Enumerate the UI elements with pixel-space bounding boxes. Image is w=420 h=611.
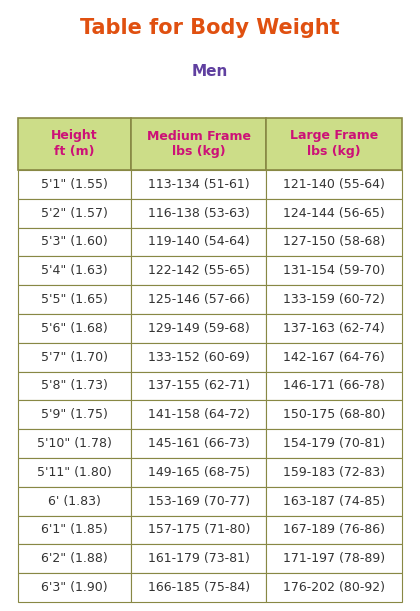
Text: 167-189 (76-86): 167-189 (76-86) bbox=[283, 524, 385, 536]
Text: 127-150 (58-68): 127-150 (58-68) bbox=[283, 235, 385, 249]
Text: 121-140 (55-64): 121-140 (55-64) bbox=[283, 178, 385, 191]
Bar bbox=[266, 199, 402, 228]
Text: 166-185 (75-84): 166-185 (75-84) bbox=[148, 581, 250, 594]
Bar bbox=[266, 257, 402, 285]
Text: Height
ft (m): Height ft (m) bbox=[51, 130, 98, 158]
Bar bbox=[18, 544, 131, 573]
Bar bbox=[18, 257, 131, 285]
Bar bbox=[131, 371, 266, 400]
Text: 137-155 (62-71): 137-155 (62-71) bbox=[148, 379, 250, 392]
Bar bbox=[131, 400, 266, 429]
Text: Medium Frame
lbs (kg): Medium Frame lbs (kg) bbox=[147, 130, 251, 158]
Bar bbox=[131, 257, 266, 285]
Text: 161-179 (73-81): 161-179 (73-81) bbox=[148, 552, 250, 565]
Text: 5'1" (1.55): 5'1" (1.55) bbox=[41, 178, 108, 191]
Text: 157-175 (71-80): 157-175 (71-80) bbox=[148, 524, 250, 536]
Bar bbox=[266, 371, 402, 400]
Bar bbox=[131, 343, 266, 371]
Text: 149-165 (68-75): 149-165 (68-75) bbox=[148, 466, 250, 479]
Text: 171-197 (78-89): 171-197 (78-89) bbox=[283, 552, 385, 565]
Bar bbox=[131, 573, 266, 602]
Bar bbox=[131, 170, 266, 199]
Bar bbox=[266, 228, 402, 257]
Bar bbox=[18, 285, 131, 314]
Bar bbox=[131, 199, 266, 228]
Bar bbox=[131, 118, 266, 170]
Bar bbox=[18, 458, 131, 487]
Text: 116-138 (53-63): 116-138 (53-63) bbox=[148, 207, 250, 220]
Bar bbox=[266, 314, 402, 343]
Bar bbox=[131, 314, 266, 343]
Text: 6'2" (1.88): 6'2" (1.88) bbox=[41, 552, 108, 565]
Bar bbox=[18, 487, 131, 516]
Bar bbox=[131, 228, 266, 257]
Text: 6'1" (1.85): 6'1" (1.85) bbox=[41, 524, 108, 536]
Text: 145-161 (66-73): 145-161 (66-73) bbox=[148, 437, 250, 450]
Text: 129-149 (59-68): 129-149 (59-68) bbox=[148, 322, 250, 335]
Text: 137-163 (62-74): 137-163 (62-74) bbox=[284, 322, 385, 335]
Text: 153-169 (70-77): 153-169 (70-77) bbox=[148, 495, 250, 508]
Text: 5'2" (1.57): 5'2" (1.57) bbox=[41, 207, 108, 220]
Text: 5'8" (1.73): 5'8" (1.73) bbox=[41, 379, 108, 392]
Bar bbox=[266, 516, 402, 544]
Text: 154-179 (70-81): 154-179 (70-81) bbox=[283, 437, 385, 450]
Text: 5'4" (1.63): 5'4" (1.63) bbox=[41, 265, 108, 277]
Bar bbox=[18, 118, 131, 170]
Text: 131-154 (59-70): 131-154 (59-70) bbox=[283, 265, 385, 277]
Bar bbox=[266, 487, 402, 516]
Bar bbox=[18, 371, 131, 400]
Text: 125-146 (57-66): 125-146 (57-66) bbox=[148, 293, 250, 306]
Text: 176-202 (80-92): 176-202 (80-92) bbox=[283, 581, 385, 594]
Text: 133-159 (60-72): 133-159 (60-72) bbox=[283, 293, 385, 306]
Text: 146-171 (66-78): 146-171 (66-78) bbox=[283, 379, 385, 392]
Text: 5'7" (1.70): 5'7" (1.70) bbox=[41, 351, 108, 364]
Bar bbox=[266, 170, 402, 199]
Text: 142-167 (64-76): 142-167 (64-76) bbox=[284, 351, 385, 364]
Bar bbox=[266, 544, 402, 573]
Bar bbox=[18, 343, 131, 371]
Bar bbox=[18, 314, 131, 343]
Bar bbox=[266, 285, 402, 314]
Bar bbox=[18, 400, 131, 429]
Text: 159-183 (72-83): 159-183 (72-83) bbox=[283, 466, 385, 479]
Bar bbox=[131, 285, 266, 314]
Text: 5'11" (1.80): 5'11" (1.80) bbox=[37, 466, 112, 479]
Bar bbox=[131, 487, 266, 516]
Text: 141-158 (64-72): 141-158 (64-72) bbox=[148, 408, 250, 422]
Bar bbox=[18, 429, 131, 458]
Bar bbox=[18, 573, 131, 602]
Bar bbox=[131, 516, 266, 544]
Text: 163-187 (74-85): 163-187 (74-85) bbox=[283, 495, 385, 508]
Text: 150-175 (68-80): 150-175 (68-80) bbox=[283, 408, 386, 422]
Text: 124-144 (56-65): 124-144 (56-65) bbox=[284, 207, 385, 220]
Text: Table for Body Weight: Table for Body Weight bbox=[80, 18, 340, 38]
Text: 5'3" (1.60): 5'3" (1.60) bbox=[41, 235, 108, 249]
Bar bbox=[18, 170, 131, 199]
Text: Men: Men bbox=[192, 65, 228, 79]
Bar bbox=[266, 429, 402, 458]
Bar bbox=[266, 573, 402, 602]
Text: 6'3" (1.90): 6'3" (1.90) bbox=[41, 581, 108, 594]
Text: 5'5" (1.65): 5'5" (1.65) bbox=[41, 293, 108, 306]
Text: 5'6" (1.68): 5'6" (1.68) bbox=[41, 322, 108, 335]
Bar bbox=[266, 400, 402, 429]
Bar bbox=[18, 199, 131, 228]
Bar bbox=[266, 343, 402, 371]
Text: Large Frame
lbs (kg): Large Frame lbs (kg) bbox=[290, 130, 378, 158]
Bar bbox=[131, 458, 266, 487]
Text: 5'10" (1.78): 5'10" (1.78) bbox=[37, 437, 112, 450]
Bar bbox=[18, 228, 131, 257]
Bar bbox=[266, 118, 402, 170]
Bar bbox=[131, 429, 266, 458]
Bar bbox=[131, 544, 266, 573]
Bar bbox=[266, 458, 402, 487]
Bar bbox=[18, 516, 131, 544]
Text: 5'9" (1.75): 5'9" (1.75) bbox=[41, 408, 108, 422]
Text: 6' (1.83): 6' (1.83) bbox=[48, 495, 101, 508]
Text: 119-140 (54-64): 119-140 (54-64) bbox=[148, 235, 250, 249]
Text: 133-152 (60-69): 133-152 (60-69) bbox=[148, 351, 250, 364]
Text: 122-142 (55-65): 122-142 (55-65) bbox=[148, 265, 250, 277]
Text: 113-134 (51-61): 113-134 (51-61) bbox=[148, 178, 249, 191]
